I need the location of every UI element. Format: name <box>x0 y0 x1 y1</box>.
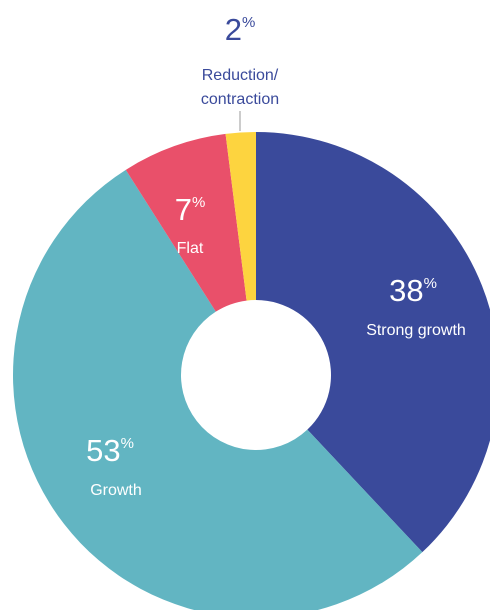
donut-slice <box>225 132 256 301</box>
value-number: 7 <box>175 192 192 227</box>
value-number: 53 <box>86 433 120 468</box>
value-number: 2 <box>225 12 242 47</box>
category-label: Growth <box>90 482 142 499</box>
value-unit: % <box>192 194 205 211</box>
value-unit: % <box>121 435 134 452</box>
value-unit: % <box>424 275 437 292</box>
donut-slice <box>256 132 490 553</box>
value-label: 2% <box>225 12 256 47</box>
category-label: Reduction/ <box>202 67 279 84</box>
value-label: 7% <box>175 192 206 227</box>
value-unit: % <box>242 14 255 31</box>
value-label: 53% <box>86 433 134 468</box>
category-label: contraction <box>201 91 279 108</box>
category-label: Flat <box>177 240 204 257</box>
value-number: 38 <box>389 273 423 308</box>
donut-slice <box>125 133 247 312</box>
category-label: Strong growth <box>366 322 466 339</box>
donut-slice <box>13 169 423 610</box>
value-label: 38% <box>389 273 437 308</box>
